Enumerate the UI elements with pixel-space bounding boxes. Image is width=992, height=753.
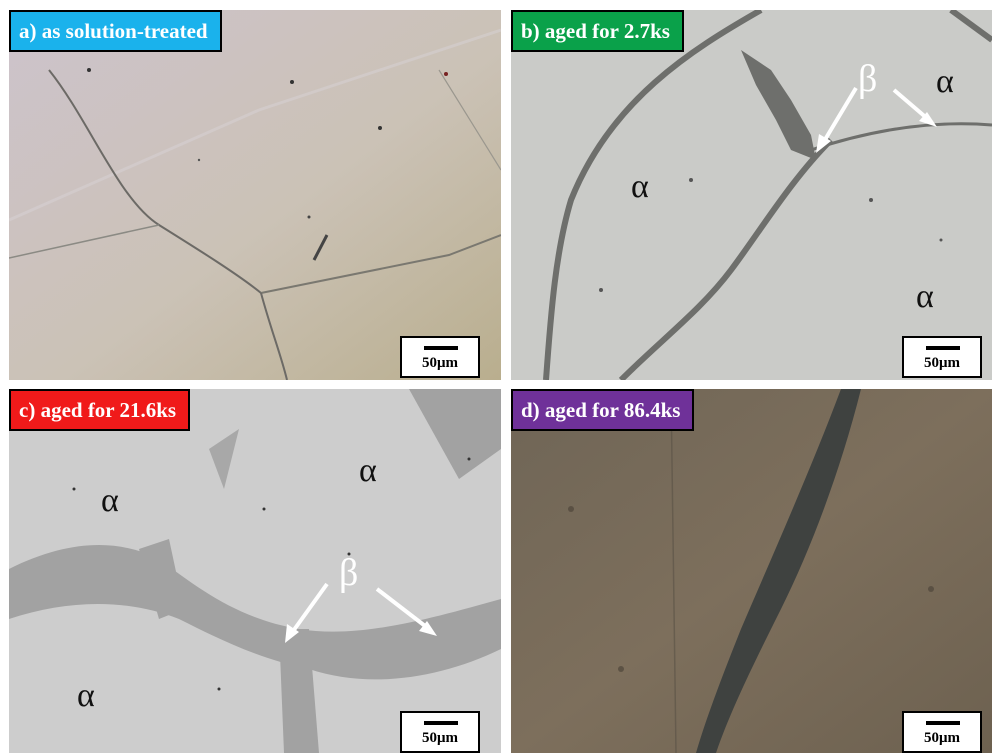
beta-label-c: β bbox=[339, 552, 359, 594]
panel-d-label: d) aged for 86.4ks bbox=[511, 389, 695, 431]
scale-text-c: 50μm bbox=[422, 730, 458, 746]
scale-text-b: 50μm bbox=[924, 355, 960, 371]
micrograph-a-image bbox=[9, 10, 501, 380]
micrograph-c-image bbox=[9, 389, 501, 753]
micrograph-d-image bbox=[511, 389, 992, 753]
panel-b-label: b) aged for 2.7ks bbox=[511, 10, 684, 52]
micrograph-b-image bbox=[511, 10, 992, 380]
micrograph-panel-b: b) aged for 2.7ks α α α β 50μm bbox=[511, 10, 992, 380]
scale-bar-b: 50μm bbox=[902, 336, 982, 378]
alpha-label-c2: α bbox=[359, 452, 377, 489]
alpha-label-b1: α bbox=[631, 168, 649, 205]
scale-bar-a: 50μm bbox=[400, 336, 480, 378]
alpha-label-c3: α bbox=[77, 677, 95, 714]
alpha-label-b3: α bbox=[916, 278, 934, 315]
panel-a-label: a) as solution-treated bbox=[9, 10, 222, 52]
scale-bar-c: 50μm bbox=[400, 711, 480, 753]
beta-label-b: β bbox=[858, 58, 878, 100]
alpha-label-b2: α bbox=[936, 63, 954, 100]
micrograph-panel-a: a) as solution-treated 50μm bbox=[9, 10, 501, 380]
scale-text-a: 50μm bbox=[422, 355, 458, 371]
alpha-label-c1: α bbox=[101, 482, 119, 519]
scale-bar-d: 50μm bbox=[902, 711, 982, 753]
micrograph-panel-d: d) aged for 86.4ks 50μm bbox=[511, 389, 992, 753]
scale-text-d: 50μm bbox=[924, 730, 960, 746]
panel-c-label: c) aged for 21.6ks bbox=[9, 389, 191, 431]
micrograph-panel-c: c) aged for 21.6ks α α α β 50μm bbox=[9, 389, 501, 753]
